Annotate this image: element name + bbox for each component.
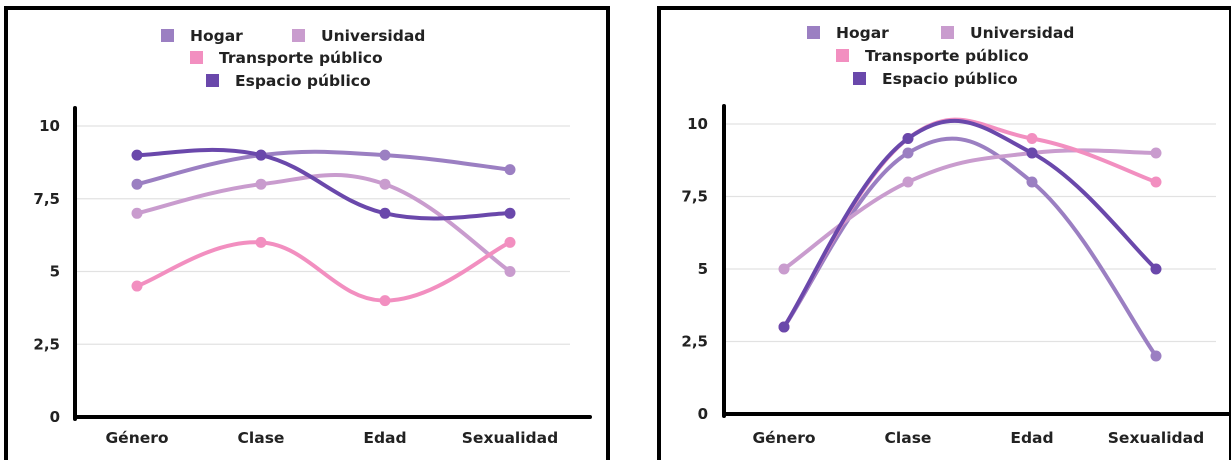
x-tick-label: Edad xyxy=(1010,429,1053,447)
data-point xyxy=(504,164,516,176)
x-tick-label: Edad xyxy=(363,429,406,447)
series-line xyxy=(135,240,512,303)
y-tick-label: 10 xyxy=(687,115,708,133)
data-point xyxy=(379,178,391,190)
y-tick-label: 7,5 xyxy=(681,188,708,206)
y-tick-label: 0 xyxy=(698,405,708,423)
data-point xyxy=(131,149,143,161)
data-point xyxy=(1150,176,1162,188)
legend-label: Espacio público xyxy=(882,70,1018,88)
legend-swatch xyxy=(190,51,203,64)
data-point xyxy=(504,207,516,219)
x-tick-label: Sexualidad xyxy=(462,429,558,447)
legend-swatch xyxy=(807,26,820,39)
legend-swatch xyxy=(941,26,954,39)
data-point xyxy=(379,207,391,219)
y-tick-label: 7,5 xyxy=(33,190,60,208)
data-point xyxy=(778,321,790,333)
data-point xyxy=(131,280,143,292)
data-point xyxy=(504,236,516,248)
data-point xyxy=(379,295,391,307)
legend-label: Transporte público xyxy=(865,47,1029,65)
y-tick-label: 2,5 xyxy=(33,335,60,353)
y-tick-label: 10 xyxy=(39,117,60,135)
line-chart-left: 0 2,5 5 7,5 10 Género Clase Edad Sexualidad Hogar… xyxy=(4,6,610,460)
series-line xyxy=(782,136,1158,358)
legend-swatch xyxy=(853,72,866,85)
x-tick-label: Género xyxy=(752,429,815,447)
legend-swatch xyxy=(161,29,174,42)
y-tick-label: 0 xyxy=(50,408,60,426)
y-tick-label: 5 xyxy=(698,260,708,278)
series-line xyxy=(135,147,512,221)
legend-swatch xyxy=(206,74,219,87)
series-line xyxy=(135,149,512,187)
legend-label: Espacio público xyxy=(235,72,371,90)
data-point xyxy=(1150,263,1162,275)
x-tick-label: Sexualidad xyxy=(1108,429,1204,447)
chart-frame xyxy=(4,6,610,460)
x-tick-label: Clase xyxy=(885,429,932,447)
legend-label: Universidad xyxy=(970,24,1074,42)
legend-label: Transporte público xyxy=(219,49,383,67)
data-point xyxy=(504,266,516,277)
data-point xyxy=(131,207,143,219)
data-point xyxy=(255,178,267,190)
legend-label: Hogar xyxy=(190,27,243,45)
y-tick-label: 5 xyxy=(50,263,60,281)
chart-frame xyxy=(657,6,1231,460)
data-point xyxy=(902,176,914,188)
data-point xyxy=(131,178,143,190)
data-point xyxy=(1150,147,1162,159)
line-chart-right: 0 2,5 5 7,5 10 Género Clase Edad Sexualidad Hogar… xyxy=(657,6,1231,460)
legend-label: Universidad xyxy=(321,27,425,45)
legend-swatch xyxy=(292,29,305,42)
data-point xyxy=(902,133,914,144)
data-point xyxy=(778,263,790,275)
data-point xyxy=(1150,350,1162,362)
x-tick-label: Clase xyxy=(238,429,285,447)
data-point xyxy=(255,236,267,248)
chart-panel-right: 0 2,5 5 7,5 10 Género Clase Edad Sexualidad Hogar… xyxy=(615,0,1231,461)
data-point xyxy=(1026,176,1038,188)
data-point xyxy=(1026,147,1038,159)
data-point xyxy=(255,149,267,161)
chart-panel-left: 0 2,5 5 7,5 10 Género Clase Edad Sexualidad Hogar… xyxy=(0,0,615,461)
series-line xyxy=(135,173,512,274)
x-tick-label: Género xyxy=(105,429,168,447)
series-line xyxy=(782,118,1158,329)
series-line xyxy=(782,148,1158,271)
legend-label: Hogar xyxy=(836,24,889,42)
y-tick-label: 2,5 xyxy=(681,333,708,351)
legend-swatch xyxy=(836,49,849,62)
data-point xyxy=(379,149,391,161)
data-point xyxy=(1026,133,1038,144)
data-point xyxy=(902,147,914,159)
